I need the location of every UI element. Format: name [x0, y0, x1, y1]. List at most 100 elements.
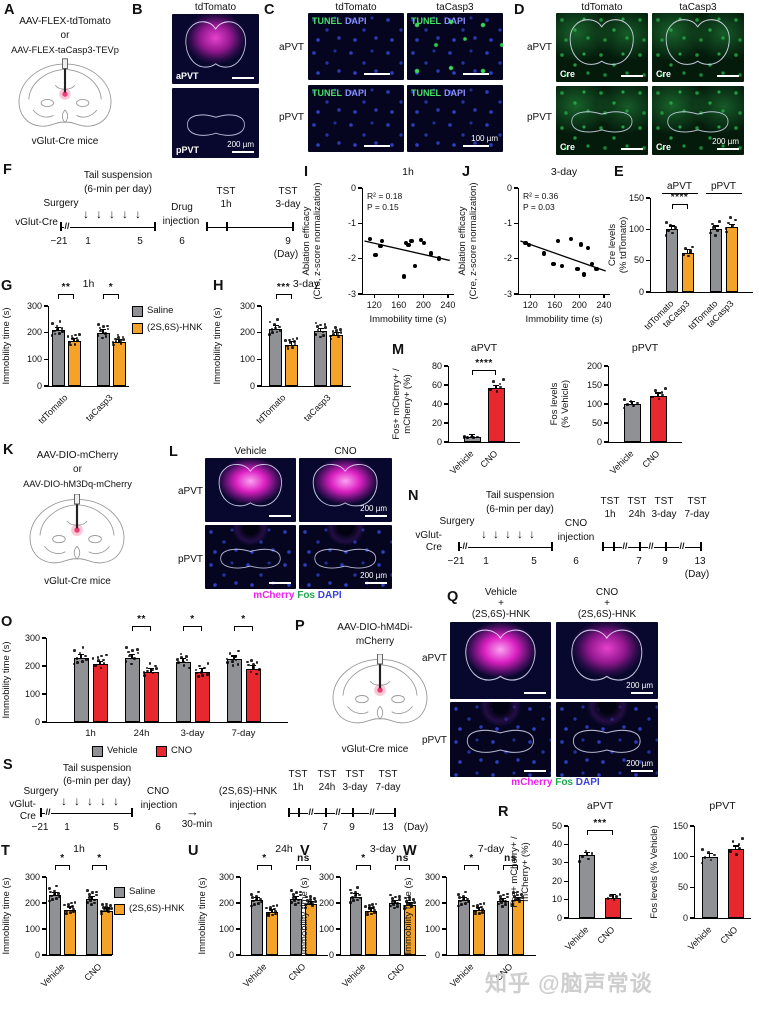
data-point	[90, 903, 94, 906]
data-point	[195, 671, 199, 675]
column2-hnk: (2S,6S)-HNK	[577, 609, 637, 620]
data-point	[258, 668, 261, 671]
y-tick	[564, 825, 568, 827]
data-point	[367, 904, 371, 908]
y-tick-label: 0	[36, 380, 42, 391]
y-tick-label: -2	[347, 253, 356, 264]
data-point	[370, 912, 374, 916]
tst-label: TST	[278, 186, 298, 197]
data-point	[506, 895, 509, 899]
y-axis-label: Immobility time (s)	[299, 877, 310, 955]
error-bar-cap	[668, 225, 675, 227]
panel-p-letter: P	[295, 618, 305, 634]
error-bar-cap	[317, 327, 324, 330]
scale-text: 200 µm	[626, 759, 653, 768]
data-point	[69, 911, 73, 915]
y-tick-label: 200	[26, 327, 42, 338]
y-tick-label: 100	[586, 398, 602, 409]
y-axis	[694, 826, 696, 918]
data-point	[329, 337, 333, 341]
data-point	[270, 328, 274, 331]
data-point	[48, 899, 51, 903]
panel-r-letter: R	[498, 804, 509, 820]
x-axis	[240, 955, 328, 957]
bar	[67, 341, 81, 386]
data-point	[421, 240, 427, 245]
error-bar-cap	[250, 665, 256, 667]
data-point	[55, 324, 59, 328]
sig-label: ****	[475, 358, 493, 369]
y-tick	[514, 187, 518, 189]
y-tick	[236, 902, 240, 904]
data-point	[299, 893, 302, 897]
error-bar-cap	[116, 338, 122, 340]
data-point	[459, 903, 463, 906]
data-point	[271, 904, 275, 908]
data-point	[112, 343, 115, 347]
data-point	[358, 896, 362, 900]
data-point	[351, 896, 355, 899]
ts-arrow-icon	[96, 208, 102, 220]
stain-label: TUNEL DAPI	[411, 88, 466, 98]
data-point	[351, 899, 355, 902]
panel-r-apvt-chart: aPVT 0 10 20 30 40 50 Fos+ mCherry+ / mCherry+ …	[508, 798, 642, 968]
data-point	[374, 902, 378, 906]
data-point	[254, 895, 258, 898]
data-point	[75, 657, 79, 660]
y-tick-label: 0	[638, 286, 644, 297]
x-tick-label: 200	[571, 300, 587, 310]
legend-label: (2S,6S)-HNK	[147, 322, 203, 333]
data-point	[274, 912, 277, 916]
stain-label: TUNEL DAPI	[312, 88, 367, 98]
tst-label: TST	[654, 496, 674, 507]
data-point	[292, 896, 296, 899]
data-point	[291, 346, 294, 349]
tst-time-7day: 7-day	[684, 509, 710, 520]
data-point	[729, 849, 732, 853]
ts-arrow-icon	[74, 795, 80, 807]
data-point	[57, 895, 61, 899]
error-bar-cap	[55, 326, 61, 328]
image-label: aPVT	[176, 71, 199, 81]
data-point	[731, 840, 735, 843]
data-point	[319, 323, 323, 327]
data-point	[689, 251, 692, 254]
chart-title: 7-day	[477, 843, 505, 855]
bar	[314, 331, 327, 386]
data-point	[412, 900, 416, 904]
data-point	[58, 319, 62, 323]
timeline-tick	[665, 542, 667, 551]
data-point	[559, 263, 565, 268]
panel-a-letter: A	[4, 2, 15, 18]
dapi-label: DAPI	[345, 16, 367, 26]
hnk-injection-label: injection	[229, 800, 267, 811]
micrograph-apvt-cno: 200 µm	[299, 458, 392, 522]
data-point	[94, 890, 98, 894]
panel-f: F Tail suspension (6-min per day) Surger…	[0, 160, 301, 274]
data-point	[57, 892, 60, 895]
bar	[73, 657, 89, 722]
data-point	[590, 852, 594, 855]
day-7: 7	[636, 556, 642, 567]
y-tick	[358, 187, 362, 189]
chart-title: 3-day	[369, 843, 397, 855]
y-axis	[608, 366, 610, 442]
panel-q: Q Vehicle + (2S,6S)-HNK CNO + (2S,6S)-HN…	[413, 585, 663, 788]
y-tick	[236, 876, 240, 878]
data-point	[737, 843, 741, 846]
y-tick-label: 0	[34, 716, 40, 727]
y-axis	[362, 188, 364, 294]
data-point	[393, 906, 397, 910]
bar	[701, 856, 718, 918]
y-axis	[240, 877, 242, 955]
scale-bar	[463, 144, 489, 147]
data-point	[395, 902, 399, 906]
data-point	[273, 326, 277, 330]
panel-v-letter: V	[300, 843, 310, 859]
data-point	[356, 886, 360, 889]
data-point	[275, 330, 279, 334]
data-point	[503, 900, 507, 903]
data-point	[309, 897, 313, 901]
data-point	[472, 436, 476, 439]
data-point	[93, 901, 97, 905]
